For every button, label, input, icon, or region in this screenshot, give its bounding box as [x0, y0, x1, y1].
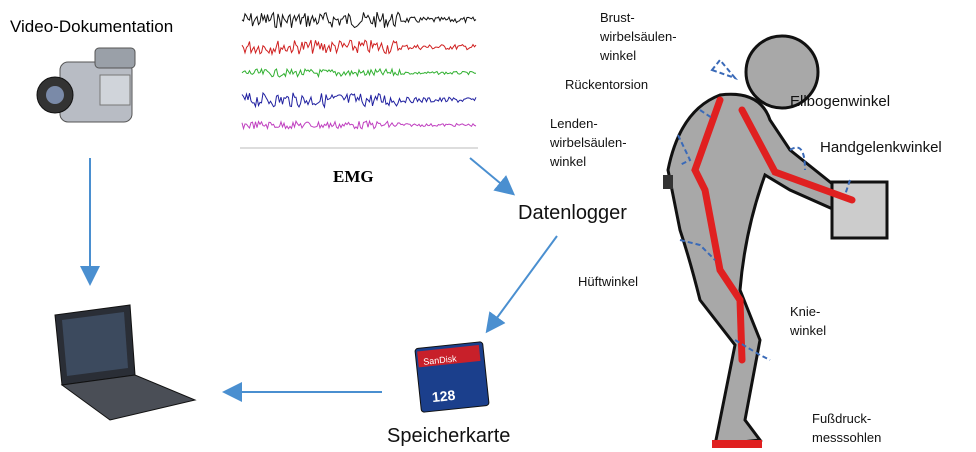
angle-label: Fußdruck- [812, 411, 871, 426]
emg-label: EMG [333, 167, 374, 186]
angle-label: wirbelsäulen- [599, 29, 677, 44]
memory-card: SanDisk 128 [415, 342, 489, 413]
card-capacity: 128 [431, 387, 456, 405]
angle-label: Rückentorsion [565, 77, 648, 92]
angle-label: wirbelsäulen- [549, 135, 627, 150]
emg-plot [240, 5, 478, 150]
camera [37, 48, 135, 122]
arrow [470, 158, 512, 193]
angle-label: Brust- [600, 10, 635, 25]
laptop [55, 305, 195, 420]
angle-label: Ellbogenwinkel [790, 93, 890, 110]
angle-label: Handgelenkwinkel [820, 139, 942, 156]
card-label: Speicherkarte [387, 425, 510, 447]
angle-label: Hüftwinkel [578, 274, 638, 289]
angle-label: winkel [599, 48, 636, 63]
diagram: Video-Dokumentation EMG Datenlogger SanD… [0, 0, 976, 452]
logger-label: Datenlogger [518, 202, 627, 224]
arrow [488, 236, 557, 330]
angle-label: winkel [789, 323, 826, 338]
angle-label: Lenden- [550, 116, 598, 131]
angle-label: winkel [549, 154, 586, 169]
video-label: Video-Dokumentation [10, 17, 173, 36]
angle-label: messsohlen [812, 430, 881, 445]
angle-label: Knie- [790, 304, 820, 319]
